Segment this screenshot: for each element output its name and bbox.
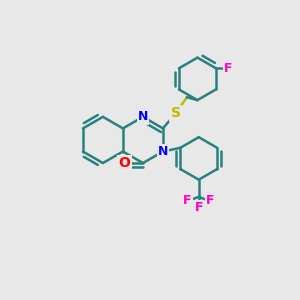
- Text: N: N: [158, 145, 168, 158]
- Text: F: F: [194, 201, 203, 214]
- Text: O: O: [118, 156, 130, 170]
- Text: F: F: [206, 194, 214, 207]
- Text: F: F: [183, 194, 192, 207]
- Text: F: F: [224, 62, 233, 75]
- Text: S: S: [171, 106, 181, 120]
- Text: N: N: [138, 110, 148, 123]
